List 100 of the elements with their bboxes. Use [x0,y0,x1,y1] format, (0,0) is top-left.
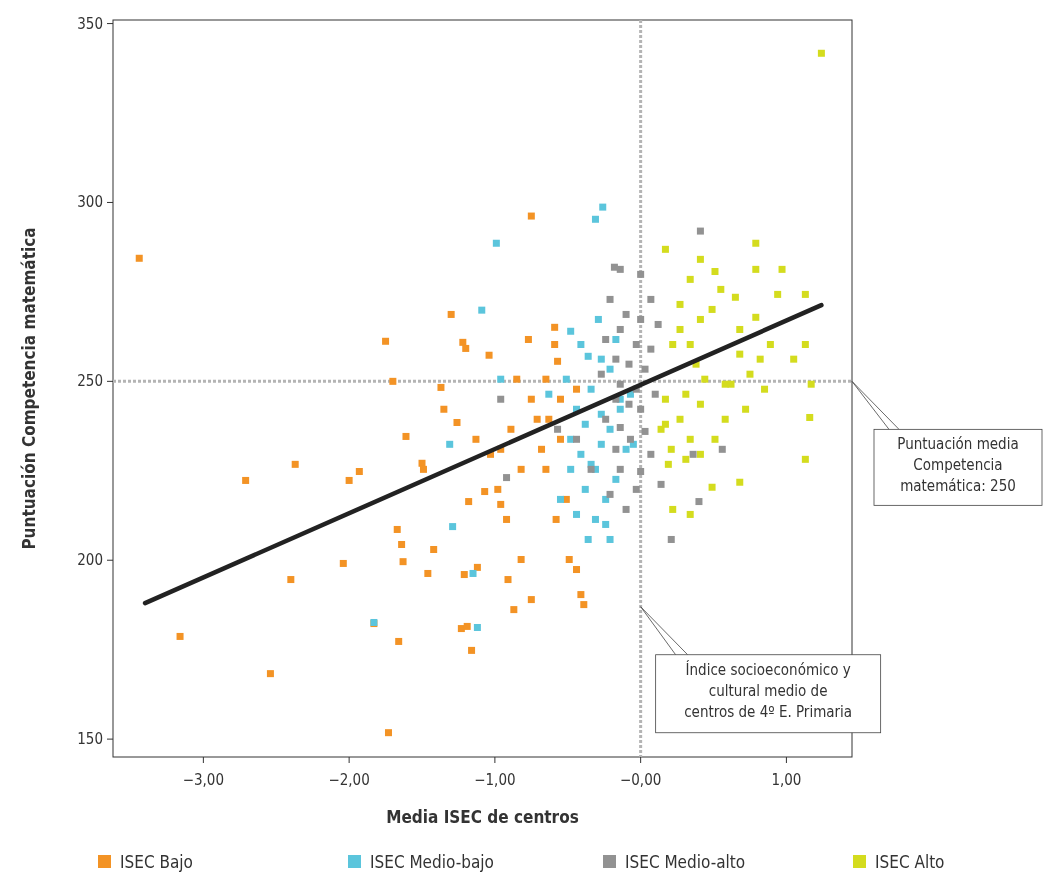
point [597,355,605,363]
point [696,450,704,458]
point [497,395,505,403]
point [806,413,814,421]
y-tick-label: 300 [77,193,103,212]
legend-label: ISEC Medio-alto [625,852,746,872]
point [742,405,750,413]
point [497,375,505,383]
point [577,341,585,348]
point [469,569,477,577]
y-tick-label: 150 [77,730,103,749]
point [637,468,645,475]
point [718,445,726,453]
point [602,415,610,423]
point [686,435,694,443]
point [651,390,659,398]
point [606,295,614,303]
point [606,425,614,433]
point [701,375,709,383]
point [667,445,675,453]
point [682,455,690,463]
point [612,475,620,483]
point [647,345,655,353]
point [669,341,677,348]
point [606,535,614,543]
point [708,305,716,313]
point [622,505,630,513]
point [597,370,605,378]
point [602,335,610,343]
point [626,435,634,443]
point [696,227,704,235]
point [591,215,599,223]
point [554,425,562,433]
point [556,495,564,503]
point [606,365,614,373]
point [664,460,672,468]
point [817,49,825,57]
point [587,385,595,393]
point [801,290,809,298]
point [622,445,630,453]
point [573,435,581,443]
point [573,510,581,518]
point [661,245,669,253]
point [581,485,589,493]
point [676,325,684,333]
y-axis-title: Puntuación Competencia matemática [19,227,39,550]
x-tick-label: 1,00 [771,771,802,789]
point [801,455,809,463]
point [594,315,602,323]
point [612,335,620,343]
point [696,315,704,323]
legend-label: ISEC Alto [875,852,945,872]
point [632,485,640,493]
point [616,325,624,333]
point [752,265,760,273]
point [602,495,610,503]
point [686,510,694,518]
point [616,405,624,413]
point [708,483,716,491]
point [577,450,585,458]
point [446,440,454,448]
point [711,268,719,276]
point [654,320,662,328]
point [632,341,640,348]
point [473,623,481,631]
point [727,380,735,388]
point [641,365,649,373]
point [746,370,754,378]
point [778,265,786,273]
point [721,415,729,423]
point [567,327,575,335]
point [625,360,633,368]
point [584,352,592,360]
point [696,255,704,263]
point [492,239,500,247]
point [717,285,725,293]
point [731,293,739,301]
point [545,390,553,398]
point [581,420,589,428]
point [695,498,703,506]
legend-label: ISEC Medio-bajo [370,852,494,872]
point [686,341,694,348]
point [606,490,614,498]
point [616,424,624,431]
point [641,427,649,435]
point [774,290,782,298]
annotation: Puntuación media Competencia matemática: 250 [897,435,1019,496]
point [801,341,809,348]
point [752,313,760,321]
x-axis-title: Media ISEC de centros [386,807,579,827]
point [669,505,677,513]
point [449,523,457,531]
point [567,465,575,473]
x-tick-label: −3,00 [182,771,225,789]
point [625,400,633,408]
x-tick-label: −0,00 [619,771,662,789]
point [752,239,760,247]
point [736,325,744,333]
legend-label: ISEC Bajo [120,852,193,872]
point [657,480,665,488]
